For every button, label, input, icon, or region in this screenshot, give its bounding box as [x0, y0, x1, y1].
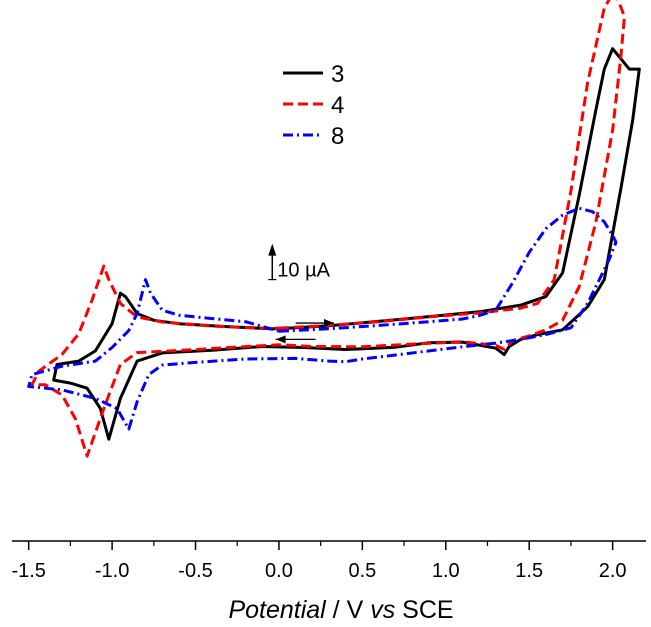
- legend: 3 4 8: [283, 61, 344, 150]
- legend-label-3: 3: [331, 61, 344, 88]
- x-tick-label: -0.5: [178, 560, 212, 582]
- x-tick-label: -1.5: [11, 560, 45, 582]
- series-layer: [27, 0, 641, 458]
- x-tick-label: 0.0: [265, 560, 293, 582]
- sweep-arrowhead-left: [275, 335, 286, 344]
- series-line-3: [52, 47, 641, 441]
- x-axis-title-unit: / V: [326, 596, 370, 624]
- x-tick-label: -1.0: [95, 560, 129, 582]
- sweep-arrowhead-right: [324, 319, 335, 328]
- series-line-8: [27, 206, 618, 431]
- x-tick-label: 0.5: [348, 560, 376, 582]
- series-line-4: [30, 0, 626, 458]
- x-axis-title-reference: SCE: [395, 596, 453, 624]
- legend-label-4: 4: [331, 92, 344, 119]
- annotation-layer: 10 µA: [268, 243, 335, 344]
- x-axis: -1.5 -1.0 -0.5 0.0 0.5 1.0 1.5 2.0: [11, 540, 646, 582]
- x-tick-label: 2.0: [599, 560, 627, 582]
- scale-bar-arrowhead: [268, 243, 277, 256]
- legend-label-8: 8: [331, 123, 344, 150]
- x-axis-title-vs: vs: [370, 596, 395, 624]
- x-axis-title: Potential / V vs SCE: [228, 596, 453, 624]
- x-tick-label: 1.5: [515, 560, 543, 582]
- x-tick-label: 1.0: [432, 560, 460, 582]
- scale-bar-label: 10 µA: [277, 260, 330, 282]
- x-axis-title-potential: Potential: [228, 596, 327, 624]
